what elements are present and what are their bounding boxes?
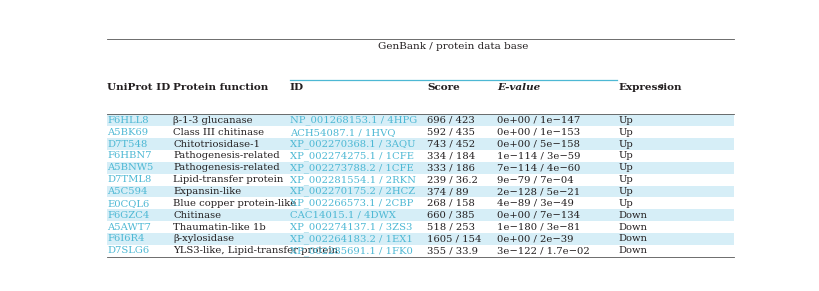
Text: 0e+00 / 5e−158: 0e+00 / 5e−158 <box>497 140 580 149</box>
Text: 1605 / 154: 1605 / 154 <box>428 235 482 244</box>
Bar <box>107 198 734 209</box>
Text: A5BK69: A5BK69 <box>107 128 148 137</box>
Text: 660 / 385: 660 / 385 <box>428 211 475 220</box>
Text: E-value: E-value <box>497 83 541 92</box>
Text: 0e+00 / 2e−39: 0e+00 / 2e−39 <box>497 235 573 244</box>
Text: UniProt ID: UniProt ID <box>107 83 170 92</box>
Text: D7SLG6: D7SLG6 <box>107 246 150 255</box>
Bar <box>107 245 734 257</box>
Bar <box>107 233 734 245</box>
Text: F6I6R4: F6I6R4 <box>107 235 145 244</box>
Text: Expansin-like: Expansin-like <box>174 187 242 196</box>
Text: CAC14015.1 / 4DWX: CAC14015.1 / 4DWX <box>290 211 396 220</box>
Text: YLS3-like, Lipid-transfer protein: YLS3-like, Lipid-transfer protein <box>174 246 338 255</box>
Text: ACH54087.1 / 1HVQ: ACH54087.1 / 1HVQ <box>290 128 395 137</box>
Bar <box>107 186 734 198</box>
Text: Pathogenesis-related: Pathogenesis-related <box>174 151 280 160</box>
Text: Chitinase: Chitinase <box>174 211 222 220</box>
Text: Up: Up <box>618 175 633 184</box>
Text: XP_002274275.1 / 1CFE: XP_002274275.1 / 1CFE <box>290 151 414 161</box>
Text: D7TML8: D7TML8 <box>107 175 152 184</box>
Text: Up: Up <box>618 199 633 208</box>
Text: Up: Up <box>618 140 633 149</box>
Text: 355 / 33.9: 355 / 33.9 <box>428 246 478 255</box>
Text: 374 / 89: 374 / 89 <box>428 187 469 196</box>
Text: Pathogenesis-related: Pathogenesis-related <box>174 163 280 172</box>
Text: Up: Up <box>618 187 633 196</box>
Text: 1e−114 / 3e−59: 1e−114 / 3e−59 <box>497 151 581 160</box>
Text: 2e−128 / 5e−21: 2e−128 / 5e−21 <box>497 187 581 196</box>
Text: 333 / 186: 333 / 186 <box>428 163 475 172</box>
Text: F6GZC4: F6GZC4 <box>107 211 150 220</box>
Text: Expression: Expression <box>618 83 682 92</box>
Text: 4e−89 / 3e−49: 4e−89 / 3e−49 <box>497 199 574 208</box>
Text: β-xylosidase: β-xylosidase <box>174 235 234 244</box>
Text: 3e−122 / 1.7e−02: 3e−122 / 1.7e−02 <box>497 246 590 255</box>
Text: 334 / 184: 334 / 184 <box>428 151 476 160</box>
Text: XP_002281554.1 / 2RKN: XP_002281554.1 / 2RKN <box>290 175 415 184</box>
Text: XP_002285691.1 / 1FK0: XP_002285691.1 / 1FK0 <box>290 246 413 256</box>
Text: Chitotriosidase-1: Chitotriosidase-1 <box>174 140 260 149</box>
Text: 518 / 253: 518 / 253 <box>428 223 475 232</box>
Bar <box>107 209 734 221</box>
Text: Lipid-transfer protein: Lipid-transfer protein <box>174 175 284 184</box>
Bar <box>107 126 734 138</box>
Text: F6HBN7: F6HBN7 <box>107 151 152 160</box>
Text: Down: Down <box>618 246 647 255</box>
Text: E0CQL6: E0CQL6 <box>107 199 150 208</box>
Text: 592 / 435: 592 / 435 <box>428 128 475 137</box>
Text: Blue copper protein-like: Blue copper protein-like <box>174 199 296 208</box>
Text: 743 / 452: 743 / 452 <box>428 140 476 149</box>
Text: 9e−79 / 7e−04: 9e−79 / 7e−04 <box>497 175 574 184</box>
Text: Down: Down <box>618 223 647 232</box>
Bar <box>107 221 734 233</box>
Text: Up: Up <box>618 163 633 172</box>
Bar <box>107 150 734 162</box>
Text: 0e+00 / 1e−147: 0e+00 / 1e−147 <box>497 116 581 125</box>
Text: Thaumatin-like 1b: Thaumatin-like 1b <box>174 223 266 232</box>
Text: β-1-3 glucanase: β-1-3 glucanase <box>174 116 253 125</box>
Text: a: a <box>659 82 664 90</box>
Text: D7T548: D7T548 <box>107 140 147 149</box>
Text: 1e−180 / 3e−81: 1e−180 / 3e−81 <box>497 223 581 232</box>
Text: Up: Up <box>618 116 633 125</box>
Text: 239 / 36.2: 239 / 36.2 <box>428 175 478 184</box>
Text: XP_002270368.1 / 3AQU: XP_002270368.1 / 3AQU <box>290 139 415 149</box>
Bar <box>107 174 734 186</box>
Text: Up: Up <box>618 128 633 137</box>
Text: XP_002264183.2 / 1EX1: XP_002264183.2 / 1EX1 <box>290 234 413 244</box>
Text: A5AWT7: A5AWT7 <box>107 223 152 232</box>
Bar <box>107 138 734 150</box>
Text: 0e+00 / 1e−153: 0e+00 / 1e−153 <box>497 128 581 137</box>
Text: 7e−114 / 4e−60: 7e−114 / 4e−60 <box>497 163 581 172</box>
Text: ID: ID <box>290 83 304 92</box>
Text: Class III chitinase: Class III chitinase <box>174 128 265 137</box>
Text: 696 / 423: 696 / 423 <box>428 116 475 125</box>
Text: NP_001268153.1 / 4HPG: NP_001268153.1 / 4HPG <box>290 116 417 125</box>
Text: F6HLL8: F6HLL8 <box>107 116 149 125</box>
Text: Protein function: Protein function <box>174 83 269 92</box>
Bar <box>107 162 734 174</box>
Text: 0e+00 / 7e−134: 0e+00 / 7e−134 <box>497 211 581 220</box>
Text: XP_002270175.2 / 2HCZ: XP_002270175.2 / 2HCZ <box>290 187 415 196</box>
Text: Score: Score <box>428 83 460 92</box>
Bar <box>107 114 734 126</box>
Text: XP_002266573.1 / 2CBP: XP_002266573.1 / 2CBP <box>290 198 413 208</box>
Text: XP_002273788.2 / 1CFE: XP_002273788.2 / 1CFE <box>290 163 414 173</box>
Text: 268 / 158: 268 / 158 <box>428 199 475 208</box>
Text: Up: Up <box>618 151 633 160</box>
Text: XP_002274137.1 / 3ZS3: XP_002274137.1 / 3ZS3 <box>290 222 412 232</box>
Text: A5BNW5: A5BNW5 <box>107 163 154 172</box>
Text: Down: Down <box>618 235 647 244</box>
Text: GenBank / protein data base: GenBank / protein data base <box>378 42 528 51</box>
Text: Down: Down <box>618 211 647 220</box>
Text: A5C594: A5C594 <box>107 187 148 196</box>
